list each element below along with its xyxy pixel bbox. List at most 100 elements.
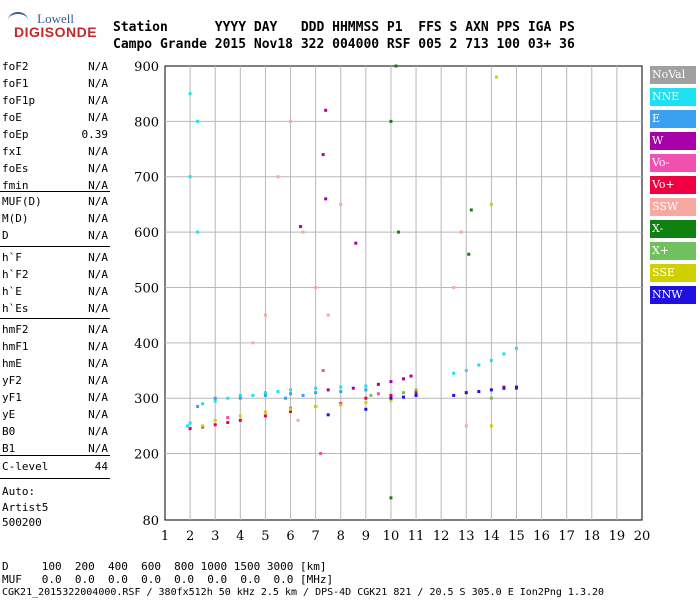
param-name: foEs <box>2 162 29 175</box>
param-value: N/A <box>88 229 108 242</box>
param-value: N/A <box>88 408 108 421</box>
x-tick-label: 10 <box>383 529 400 544</box>
data-point-nne <box>213 399 217 403</box>
legend-item-nnw: NNW <box>650 286 696 304</box>
distance-row: D 100 200 400 600 800 1000 1500 3000 [km… <box>2 560 327 573</box>
header-values: Campo Grande 2015 Nov18 322 004000 RSF 0… <box>113 37 575 52</box>
data-point-nnw <box>489 388 493 392</box>
divider <box>0 455 110 456</box>
data-point-w <box>324 197 328 201</box>
data-point-nnw <box>502 386 506 390</box>
data-point-x <box>489 396 493 400</box>
param-row-ye: yE N/A <box>2 408 108 424</box>
data-point-sse <box>263 410 267 414</box>
x-tick-label: 19 <box>609 529 626 544</box>
data-point-nnw <box>477 390 481 394</box>
auto-label: Auto: <box>2 485 36 498</box>
data-point-x <box>396 230 400 234</box>
data-point-nnw <box>452 393 456 397</box>
param-name: hmF2 <box>2 323 29 336</box>
divider <box>0 478 110 479</box>
data-point-w <box>354 241 358 245</box>
param-value: N/A <box>88 391 108 404</box>
data-point-ssw <box>289 119 293 123</box>
header-labels: Station YYYY DAY DDD HHMMSS P1 FFS S AXN… <box>113 20 575 35</box>
param-value: N/A <box>88 195 108 208</box>
data-point-vo <box>263 414 267 418</box>
data-point-e <box>238 396 242 400</box>
data-point-nne <box>263 391 267 395</box>
data-point-nne <box>289 388 293 392</box>
param-name: yF1 <box>2 391 22 404</box>
param-row-foe: foE N/A <box>2 111 108 127</box>
autoscale-code: 500200 <box>2 516 42 529</box>
x-tick-label: 5 <box>261 529 269 544</box>
data-point-x <box>389 119 393 123</box>
param-value: N/A <box>88 357 108 370</box>
data-point-nne <box>196 230 200 234</box>
x-tick-label: 13 <box>458 529 475 544</box>
data-point-nnw <box>389 396 393 400</box>
data-point-w <box>376 382 380 386</box>
data-point-vo <box>213 423 217 427</box>
param-name: hmF1 <box>2 340 29 353</box>
param-row-b1: B1 N/A <box>2 442 108 458</box>
param-name: foF1 <box>2 77 29 90</box>
data-point-sse <box>201 424 205 428</box>
param-name: B0 <box>2 425 16 438</box>
param-value: N/A <box>88 302 108 315</box>
data-point-ssw <box>296 418 300 422</box>
data-point-x <box>469 208 473 212</box>
x-tick-label: 2 <box>186 529 194 544</box>
x-tick-label: 15 <box>508 529 525 544</box>
data-point-x <box>467 252 471 256</box>
data-point-e <box>213 396 217 400</box>
data-point-ssw <box>464 424 468 428</box>
param-name: yF2 <box>2 374 22 387</box>
data-point-sse <box>314 405 318 408</box>
data-point-vo <box>188 427 192 431</box>
data-point-nne <box>188 92 192 96</box>
plot-frame <box>164 65 643 521</box>
data-point-ssw <box>459 230 463 234</box>
data-point-nne <box>364 384 368 388</box>
param-value: N/A <box>88 162 108 175</box>
param-value: N/A <box>88 268 108 281</box>
y-tick-label: 300 <box>134 392 159 407</box>
legend-item-sse: SSE <box>650 264 696 282</box>
param-value: 44 <box>94 460 108 473</box>
data-point-sse <box>489 202 493 206</box>
data-point-vo <box>226 421 230 425</box>
param-name: foE <box>2 111 22 124</box>
data-point-x <box>394 64 398 68</box>
data-point-w <box>409 374 413 378</box>
data-point-e <box>339 390 343 394</box>
data-point-sse <box>213 418 217 422</box>
param-value: N/A <box>88 94 108 107</box>
param-row-hme: hmE N/A <box>2 357 108 373</box>
param-row-fxi: fxI N/A <box>2 145 108 161</box>
legend-item-ssw: SSW <box>650 198 696 216</box>
divider <box>0 318 110 319</box>
x-tick-label: 9 <box>362 529 370 544</box>
data-point-sse <box>489 424 493 428</box>
x-tick-label: 11 <box>408 529 425 544</box>
param-value: 0.39 <box>81 128 109 141</box>
param-row-fof2: foF2 N/A <box>2 60 108 76</box>
x-tick-label: 16 <box>533 529 550 544</box>
data-point-vo <box>289 409 293 413</box>
data-point-w <box>299 225 303 229</box>
x-tick-label: 7 <box>311 529 319 544</box>
data-point-e <box>301 393 305 397</box>
data-point-nne <box>489 359 493 363</box>
ionogram-chart: 1 2 3 4 5 6 7 8 9 10 11 12 13 14 15 16 17 18 19 20802003004… <box>134 60 650 544</box>
x-tick-label: 8 <box>337 529 345 544</box>
param-name: h`E <box>2 285 22 298</box>
x-tick-label: 17 <box>558 529 575 544</box>
data-point-e <box>314 391 318 395</box>
param-name: D <box>2 229 9 242</box>
param-name: foEp <box>2 128 29 141</box>
data-point-e <box>284 396 288 400</box>
data-point-vo <box>319 452 323 456</box>
divider <box>0 191 110 192</box>
